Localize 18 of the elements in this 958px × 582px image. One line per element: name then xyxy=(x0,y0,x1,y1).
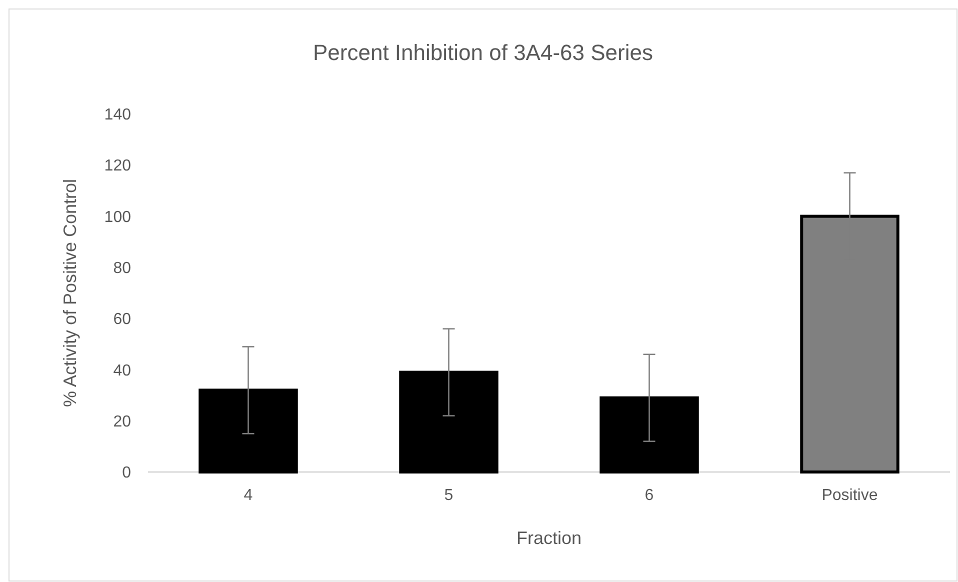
y-tick-label: 80 xyxy=(113,260,132,278)
y-tick-label: 120 xyxy=(104,158,132,175)
x-tick-label: 5 xyxy=(444,487,454,504)
y-tick-label: 20 xyxy=(113,413,132,430)
y-tick-label: 60 xyxy=(113,311,132,328)
y-tick-label: 0 xyxy=(122,464,132,482)
bar xyxy=(600,396,699,474)
y-tick-label: 100 xyxy=(104,208,132,226)
x-tick-label: 4 xyxy=(244,487,253,504)
y-tick-label: 40 xyxy=(113,362,132,380)
x-tick-label: Positive xyxy=(822,487,878,504)
bar xyxy=(399,370,498,474)
y-tick-label: 140 xyxy=(104,106,132,124)
chart-title: Percent Inhibition of 3A4-63 Series xyxy=(313,40,653,65)
bar xyxy=(198,388,298,474)
x-axis-title: Fraction xyxy=(516,528,582,548)
y-axis-title: % Activity of Positive Control xyxy=(60,178,80,408)
x-tick-label: 6 xyxy=(644,487,654,504)
